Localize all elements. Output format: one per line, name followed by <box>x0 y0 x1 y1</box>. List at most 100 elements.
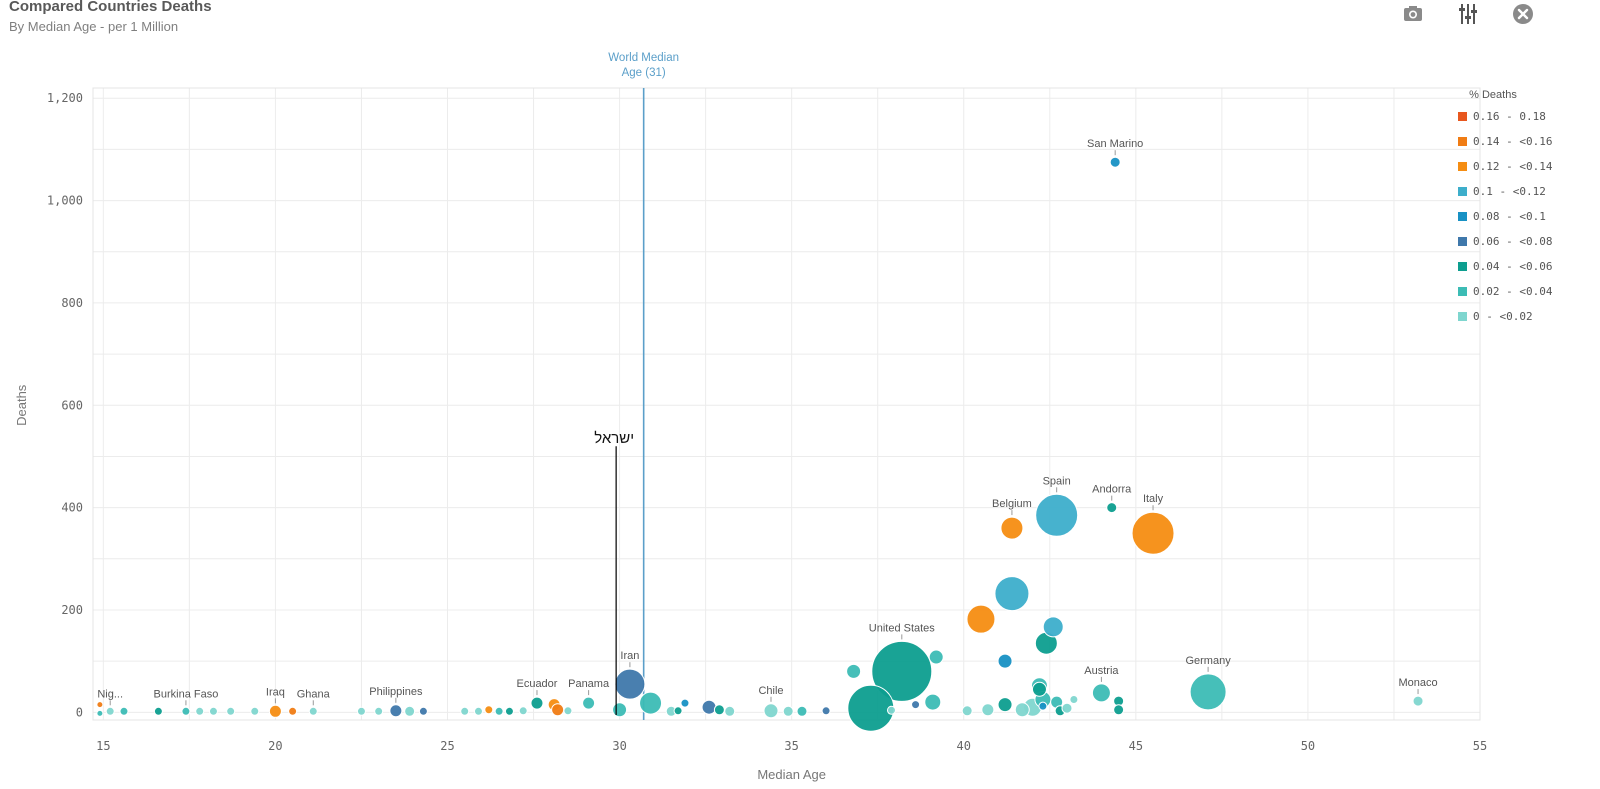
data-point[interactable] <box>846 663 862 679</box>
data-point[interactable] <box>226 706 236 716</box>
legend-swatch <box>1458 187 1467 196</box>
data-point[interactable] <box>582 696 596 710</box>
legend-swatch <box>1458 137 1467 146</box>
data-point[interactable] <box>639 691 663 715</box>
point-label: San Marino <box>1087 138 1143 150</box>
data-point[interactable] <box>1031 681 1047 697</box>
data-point[interactable] <box>460 706 470 716</box>
data-point[interactable] <box>961 705 973 717</box>
data-point[interactable] <box>981 703 995 717</box>
point-label: Nig... <box>97 688 123 700</box>
close-icon[interactable] <box>1511 2 1535 26</box>
data-point[interactable] <box>389 704 403 718</box>
data-point[interactable] <box>911 700 921 710</box>
data-point[interactable] <box>871 640 933 702</box>
data-point[interactable] <box>1042 616 1064 638</box>
data-point[interactable] <box>1014 702 1030 718</box>
data-point[interactable] <box>1131 511 1175 555</box>
data-point[interactable] <box>1109 156 1121 168</box>
point-label: Iraq <box>266 686 285 698</box>
data-point[interactable] <box>924 693 942 711</box>
data-point[interactable] <box>680 698 690 708</box>
plot-border <box>92 87 1481 721</box>
point-label: Burkina Faso <box>154 688 219 700</box>
point-label: Chile <box>758 685 783 697</box>
legend-label: 0.04 - <0.06 <box>1473 260 1552 273</box>
data-point[interactable] <box>997 697 1013 713</box>
y-tick-label: 200 <box>61 603 83 617</box>
data-point[interactable] <box>418 706 428 716</box>
data-point[interactable] <box>181 706 191 716</box>
data-point[interactable] <box>701 699 717 715</box>
grid <box>93 88 1481 720</box>
data-point[interactable] <box>821 706 831 716</box>
data-point[interactable] <box>713 704 725 716</box>
sliders-icon[interactable] <box>1456 2 1480 26</box>
data-point[interactable] <box>473 706 483 716</box>
data-point[interactable] <box>782 705 794 717</box>
y-tick-label: 400 <box>61 501 83 515</box>
data-point[interactable] <box>673 706 683 716</box>
data-point[interactable] <box>1106 502 1118 514</box>
data-point[interactable] <box>96 709 104 717</box>
data-point[interactable] <box>195 706 205 716</box>
data-point[interactable] <box>1113 704 1125 716</box>
data-point[interactable] <box>1189 673 1227 711</box>
data-point[interactable] <box>153 706 163 716</box>
data-point[interactable] <box>1061 702 1073 714</box>
x-tick-label: 55 <box>1473 739 1487 753</box>
data-point[interactable] <box>119 706 129 716</box>
data-point[interactable] <box>374 706 384 716</box>
point-label: Belgium <box>992 498 1032 510</box>
data-point[interactable] <box>1412 695 1424 707</box>
data-point[interactable] <box>308 706 318 716</box>
data-point[interactable] <box>563 706 573 716</box>
legend-label: 0.06 - <0.08 <box>1473 235 1552 248</box>
point-label: Spain <box>1043 475 1071 487</box>
data-point[interactable] <box>847 684 895 732</box>
data-point[interactable] <box>966 604 996 634</box>
data-point[interactable] <box>494 706 504 716</box>
data-point[interactable] <box>356 706 366 716</box>
data-point[interactable] <box>288 706 298 716</box>
data-point[interactable] <box>1000 516 1024 540</box>
point-label: Ecuador <box>516 678 557 690</box>
data-point[interactable] <box>612 702 628 718</box>
data-point[interactable] <box>994 576 1030 612</box>
data-point[interactable] <box>268 704 282 718</box>
data-point[interactable] <box>105 706 115 716</box>
legend-swatch <box>1458 212 1467 221</box>
data-point[interactable] <box>763 703 779 719</box>
data-point[interactable] <box>1038 701 1048 711</box>
data-point[interactable] <box>796 705 808 717</box>
data-point[interactable] <box>484 705 494 715</box>
data-point[interactable] <box>1069 695 1079 705</box>
data-point[interactable] <box>724 705 736 717</box>
data-point[interactable] <box>928 649 944 665</box>
legend-label: 0.16 - 0.18 <box>1473 110 1546 123</box>
data-point[interactable] <box>208 706 218 716</box>
data-point[interactable] <box>1035 493 1079 537</box>
data-point[interactable] <box>886 705 896 715</box>
data-point[interactable] <box>96 701 104 709</box>
data-point[interactable] <box>997 653 1013 669</box>
x-tick-label: 35 <box>784 739 798 753</box>
point-label: Ghana <box>297 688 331 700</box>
data-point[interactable] <box>1091 683 1111 703</box>
data-point[interactable] <box>250 706 260 716</box>
legend-title: % Deaths <box>1469 89 1517 101</box>
data-point[interactable] <box>504 706 514 716</box>
data-points <box>96 156 1424 732</box>
camera-icon[interactable] <box>1401 2 1425 26</box>
x-tick-label: 30 <box>612 739 626 753</box>
data-point[interactable] <box>614 668 646 700</box>
point-label: United States <box>869 622 936 634</box>
data-point[interactable] <box>404 705 416 717</box>
data-point[interactable] <box>530 696 544 710</box>
data-point[interactable] <box>551 703 565 717</box>
legend-label: 0.12 - <0.14 <box>1473 160 1553 173</box>
data-point[interactable] <box>518 706 528 716</box>
x-tick-label: 40 <box>957 739 971 753</box>
x-tick-label: 50 <box>1301 739 1315 753</box>
y-axis-title: Deaths <box>14 384 29 426</box>
